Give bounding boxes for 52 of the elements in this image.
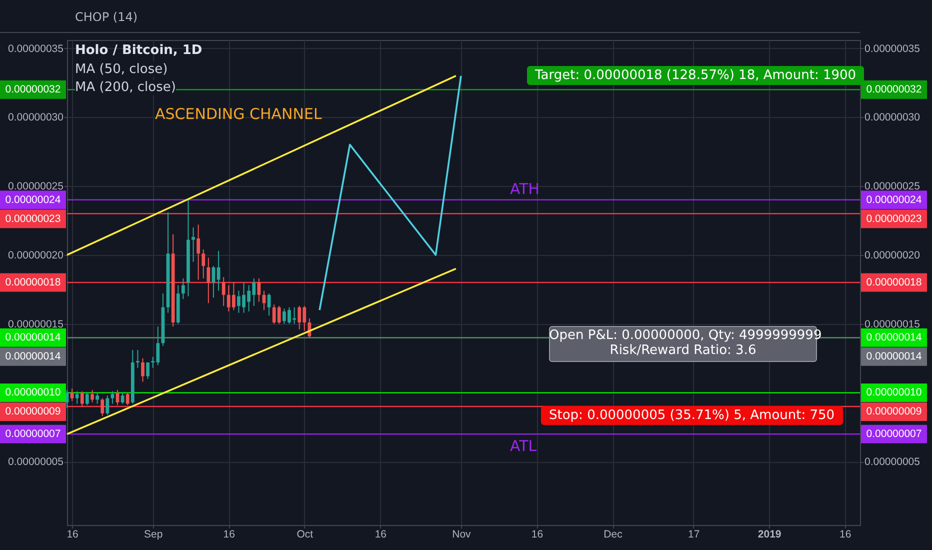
x-tick-label: 16 (66, 528, 79, 540)
text: 0.00000014 (5, 332, 61, 344)
ref-line-label: 0.00000009 (866, 406, 922, 418)
y-tick-label: 0.00000020 (864, 249, 920, 262)
text: 0.00000007 (5, 428, 61, 440)
ref-line-label: 0.00000010 (866, 386, 922, 399)
text: 0.00000005 (8, 456, 64, 468)
ref-line-label: 0.00000032 (866, 84, 922, 96)
y-tick-label: 0.00000005 (864, 456, 920, 468)
text: 0.00000025 (8, 180, 64, 193)
annotation: MA (200, close) (75, 80, 176, 95)
text: 0.00000023 (5, 212, 61, 225)
text: 0.00000018 (5, 276, 61, 288)
x-tick-label: Nov (452, 528, 472, 540)
x-tick-label: 16 (531, 528, 544, 540)
text: 0.00000010 (5, 386, 61, 399)
annotation: ASCENDING CHANNEL (155, 105, 322, 123)
x-tick-label: 16 (374, 528, 387, 540)
chart-title: Holo / Bitcoin, 1D (75, 43, 202, 58)
x-tick-label: 16 (840, 528, 852, 540)
annotation: ATL (510, 437, 537, 455)
annotation: MA (50, close) (75, 62, 168, 77)
ref-line-label: 0.00000023 (866, 212, 922, 225)
annotation: Stop: 0.00000005 (35.71%) 5, Amount: 750 (541, 406, 843, 425)
text: CHOP (14) (75, 10, 138, 24)
text: 0.00000009 (5, 406, 61, 418)
x-tick-label: 2019 (758, 528, 782, 540)
ref-line-label: 0.00000014 (866, 350, 922, 363)
x-tick-label: Dec (604, 528, 622, 540)
text: 0.00000032 (5, 84, 61, 96)
annotation: Risk/Reward Ratio: 3.6 (608, 343, 758, 358)
annotation: Target: 0.00000018 (128.57%) 18, Amount: 1900 (527, 66, 864, 85)
text: 0.00000015 (8, 318, 64, 330)
text: 0.00000020 (8, 249, 64, 262)
y-tick-label: 0.00000035 (864, 42, 920, 55)
text: 0.00000035 (8, 42, 64, 55)
y-tick-label: 0.00000030 (864, 112, 920, 124)
ref-line-label: 0.00000014 (866, 332, 922, 344)
ref-line-label: 0.00000024 (866, 194, 922, 206)
ref-line-label: 0.00000007 (866, 428, 922, 440)
x-tick-label: 17 (688, 528, 700, 540)
text: 0.00000024 (5, 194, 61, 206)
x-tick-label: Sep (144, 528, 163, 540)
text: 0.00000014 (5, 350, 61, 363)
annotation: ATH (510, 180, 540, 198)
text: 0.00000030 (8, 112, 64, 124)
x-tick-label: Oct (296, 528, 314, 540)
y-tick-label: 0.00000015 (864, 318, 920, 330)
y-tick-label: 0.00000025 (864, 180, 920, 193)
x-tick-label: 16 (223, 528, 236, 540)
annotation: Open P&L: 0.00000000, Qty: 4999999999 (549, 328, 822, 343)
ref-line-label: 0.00000018 (866, 276, 922, 288)
